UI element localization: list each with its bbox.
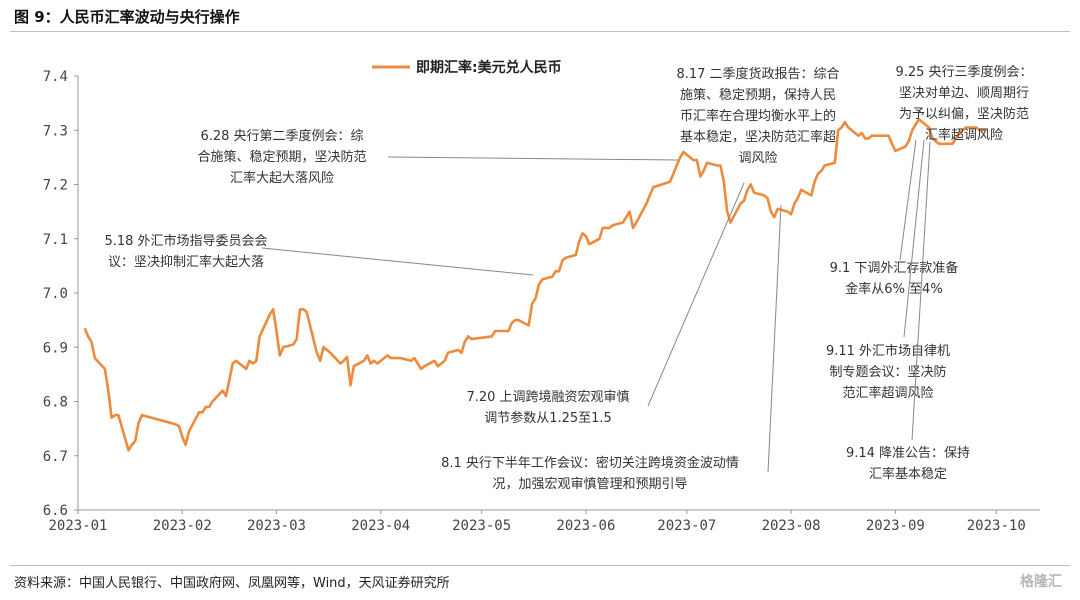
- annotation-text: 币汇率在合理均衡水平上的: [680, 108, 836, 124]
- axes: 6.6 6.7 6.8 6.9 7.0 7.1 7.2 7.3 7.4 2023-01 2023-0…: [43, 69, 1040, 534]
- annotation-text: 金率从6% 至4%: [845, 281, 942, 297]
- watermark-logo: 格隆汇: [1020, 574, 1062, 590]
- annotation-text: 汇率大起大落风险: [230, 170, 334, 186]
- annotation-text: 合施策、稳定预期，坚决防范: [197, 149, 366, 165]
- y-tick-label: 7.0: [43, 286, 68, 302]
- annotation-text: 9.11 外汇市场自律机: [826, 343, 950, 359]
- annotation-leader: [911, 141, 931, 441]
- x-tick-label: 2023-01: [48, 518, 107, 534]
- series-layer: [83, 118, 987, 452]
- annotation-text: 9.1 下调外汇存款准备: [830, 260, 959, 276]
- x-tick-label: 2023-05: [452, 518, 511, 534]
- series-line: [83, 118, 987, 452]
- annotation-text: 调风险: [738, 151, 777, 166]
- x-tick-label: 2023-08: [762, 518, 821, 534]
- y-tick-label: 6.9: [43, 340, 68, 356]
- annotation-leader: [647, 182, 745, 407]
- annotation-leader: [387, 156, 679, 161]
- legend: 即期汇率:美元兑人民币: [372, 59, 562, 76]
- source-note: 资料来源：中国人民银行、中国政府网、凤凰网等，Wind，天风证券研究所: [14, 576, 450, 591]
- x-tick-label: 2023-10: [967, 518, 1026, 534]
- y-tick-label: 6.6: [43, 503, 68, 519]
- annotation-text: 汇率超调风险: [925, 127, 1003, 143]
- annotation-leader: [261, 247, 534, 276]
- annotation-text: 6.28 央行第二季度例会：综: [200, 128, 363, 144]
- annotation-text: 范汇率超调风险: [842, 385, 933, 401]
- exchange-rate-chart: 6.6 6.7 6.8 6.9 7.0 7.1 7.2 7.3 7.4 2023-01 2023-0…: [43, 59, 1040, 534]
- annotation-text: 5.18 外汇市场指导委员会会: [104, 233, 267, 249]
- annotation-text: 基本稳定，坚决防范汇率超: [680, 129, 836, 145]
- y-tick-label: 6.7: [43, 449, 68, 465]
- y-tick-label: 7.4: [43, 69, 68, 85]
- annotation-text: 为予以纠偏，坚决防范: [899, 106, 1029, 122]
- annotation-text: 汇率基本稳定: [869, 466, 947, 482]
- x-tick-label: 2023-03: [247, 518, 306, 534]
- annotation-text: 议：坚决抑制汇率大起大落: [108, 254, 264, 270]
- annotation-text: 7.20 上调跨境融资宏观审慎: [466, 390, 629, 405]
- y-tick-label: 7.3: [43, 123, 68, 139]
- annotation-leader: [767, 204, 782, 473]
- annotation-text: 9.14 降准公告：保持: [846, 446, 970, 461]
- legend-label: 即期汇率:美元兑人民币: [416, 59, 562, 76]
- annotation-text: 制专题会议：坚决防: [829, 364, 946, 380]
- x-tick-label: 2023-02: [153, 518, 212, 534]
- annotation-text: 坚决对单边、顺周期行: [899, 86, 1029, 101]
- annotation-a0817: 8.17 二季度货政报告：综合施策、稳定预期，保持人民币汇率在合理均衡水平上的基…: [676, 66, 839, 166]
- annotation-text: 9.25 央行三季度例会：: [895, 64, 1032, 80]
- annotation-leader: [899, 139, 917, 261]
- footer-divider: [10, 565, 1070, 566]
- annotation-text: 况，加强宏观审慎管理和预期引导: [492, 477, 687, 492]
- annotation-text: 调节参数从1.25至1.5: [484, 410, 612, 426]
- x-tick-label: 2023-09: [866, 518, 925, 534]
- x-tick-label: 2023-07: [657, 518, 716, 534]
- annotation-leader: [903, 139, 925, 338]
- y-tick-label: 7.2: [43, 178, 68, 194]
- title-divider: [10, 31, 1070, 32]
- annotation-text: 8.17 二季度货政报告：综合: [676, 66, 839, 82]
- y-tick-label: 7.1: [43, 232, 68, 248]
- annotation-text: 8.1 央行下半年工作会议：密切关注跨境资金波动情: [441, 455, 739, 471]
- x-tick-label: 2023-06: [556, 518, 615, 534]
- annotation-text: 施策、稳定预期，保持人民: [680, 87, 836, 103]
- figure-title: 图 9：人民币汇率波动与央行操作: [14, 8, 240, 26]
- x-tick-label: 2023-04: [351, 518, 410, 534]
- y-tick-label: 6.8: [43, 395, 68, 411]
